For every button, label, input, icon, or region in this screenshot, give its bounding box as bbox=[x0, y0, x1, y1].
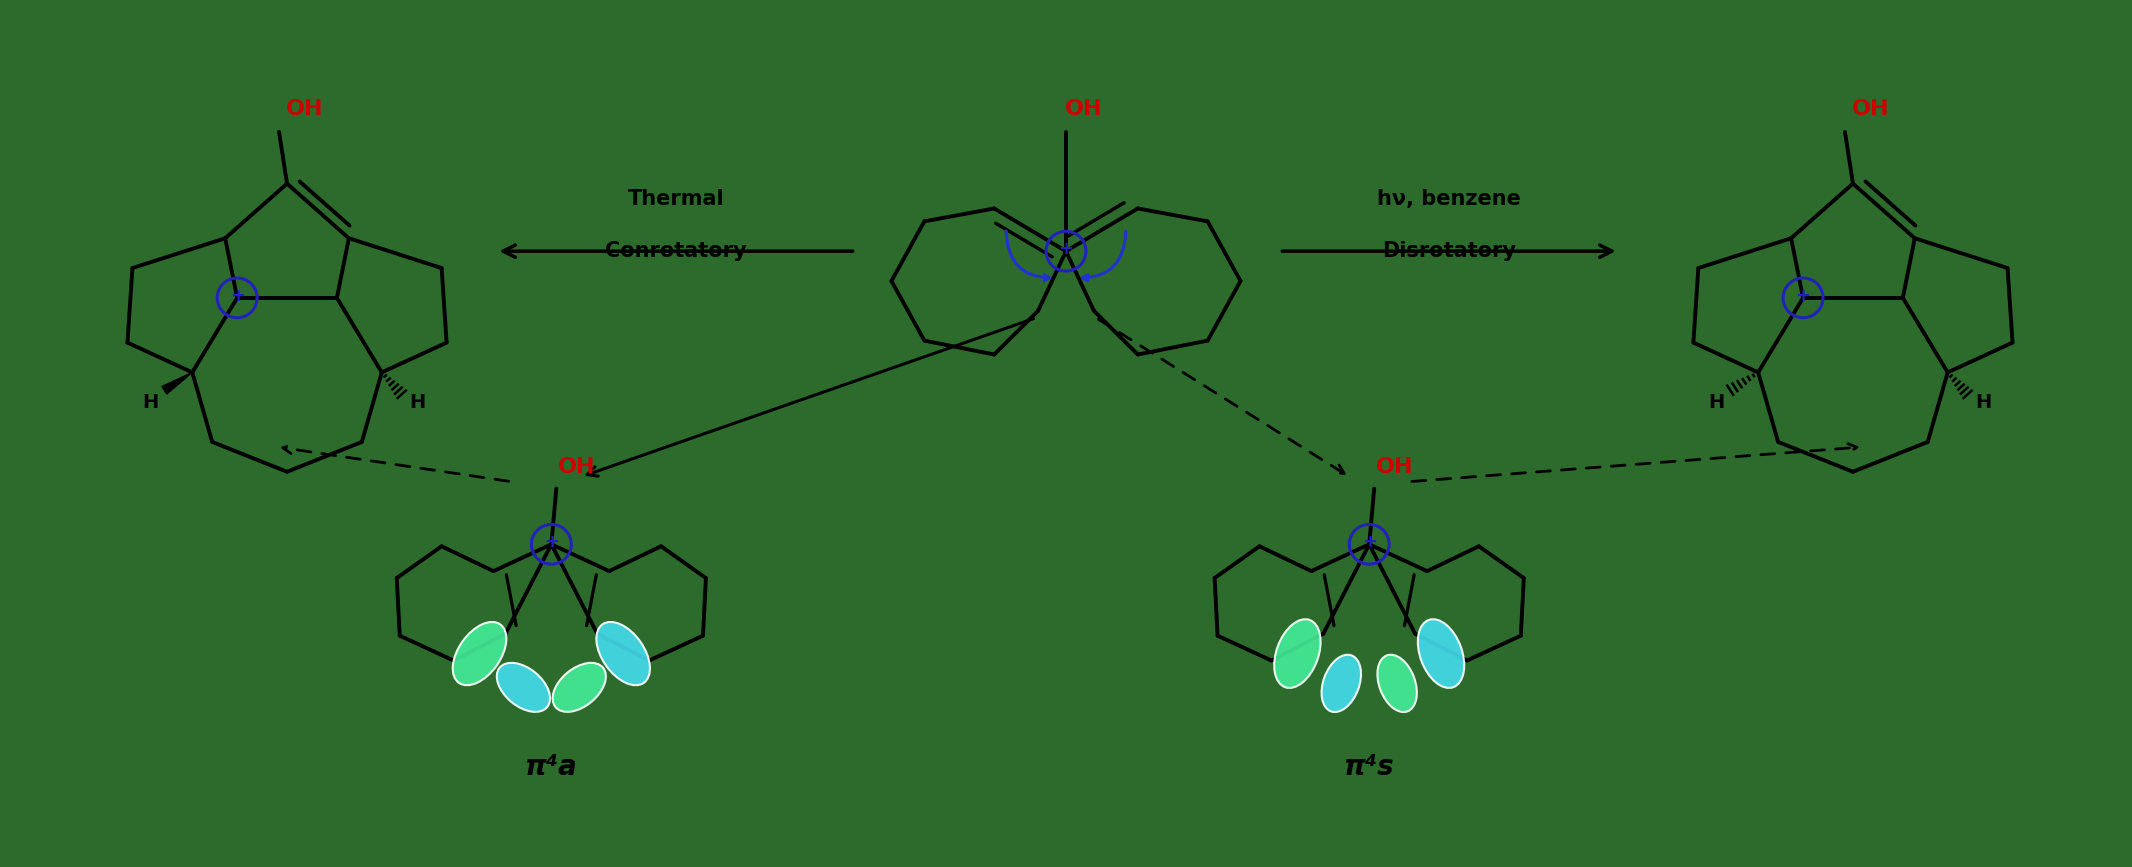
Ellipse shape bbox=[452, 622, 505, 685]
Text: H: H bbox=[1976, 393, 1991, 412]
Ellipse shape bbox=[1377, 655, 1418, 712]
Text: Disrotatory: Disrotatory bbox=[1382, 241, 1516, 261]
Text: +: + bbox=[1057, 240, 1075, 258]
Polygon shape bbox=[162, 373, 192, 394]
Text: OH: OH bbox=[1066, 99, 1102, 119]
Ellipse shape bbox=[1418, 619, 1465, 688]
Text: +: + bbox=[544, 533, 559, 551]
Text: π⁴a: π⁴a bbox=[524, 753, 578, 781]
Text: π⁴s: π⁴s bbox=[1343, 753, 1394, 781]
Text: +: + bbox=[230, 287, 245, 305]
Text: Thermal: Thermal bbox=[627, 188, 725, 209]
Text: H: H bbox=[1708, 393, 1725, 412]
Ellipse shape bbox=[597, 622, 650, 685]
Text: OH: OH bbox=[1853, 99, 1889, 119]
Text: Conrotatory: Conrotatory bbox=[605, 241, 746, 261]
Ellipse shape bbox=[1275, 619, 1320, 688]
Ellipse shape bbox=[1322, 655, 1360, 712]
Text: hν, benzene: hν, benzene bbox=[1377, 188, 1520, 209]
Text: H: H bbox=[409, 393, 426, 412]
Text: OH: OH bbox=[286, 99, 324, 119]
Text: OH: OH bbox=[559, 457, 595, 477]
Ellipse shape bbox=[552, 663, 605, 712]
Text: +: + bbox=[1362, 533, 1377, 551]
Text: OH: OH bbox=[1375, 457, 1414, 477]
Text: +: + bbox=[1795, 287, 1810, 305]
Ellipse shape bbox=[497, 663, 550, 712]
Text: H: H bbox=[143, 393, 158, 412]
